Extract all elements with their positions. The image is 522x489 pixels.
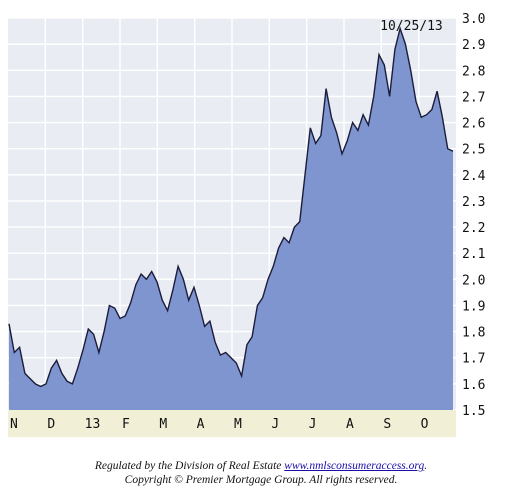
y-tick-label: 2.7: [462, 90, 485, 105]
area-fill: [9, 28, 453, 410]
y-tick-label: 2.4: [462, 169, 486, 184]
y-tick-label: 2.8: [462, 64, 485, 79]
copyright-notice: Copyright © Premier Mortgage Group. All …: [124, 474, 398, 486]
y-tick-label: 2.1: [462, 247, 485, 262]
regulatory-text: Regulated by the Division of Real Estate: [94, 460, 285, 472]
x-tick-label: D: [47, 417, 55, 432]
y-tick-label: 2.6: [462, 117, 485, 132]
series-line: [8, 26, 454, 388]
y-tick-label: 2.5: [462, 143, 485, 158]
regulatory-period: .: [424, 460, 428, 472]
x-tick-label: A: [197, 417, 205, 432]
x-tick-label: J: [309, 417, 317, 432]
x-tick-label: N: [10, 417, 18, 432]
x-tick-label: S: [383, 417, 391, 432]
x-axis: N D 13 F M A M J J A S O: [10, 417, 429, 432]
y-tick-label: 1.7: [462, 352, 485, 367]
nmls-link[interactable]: www.nmlsconsumeraccess.org: [284, 460, 425, 472]
y-tick-label: 3.0: [462, 12, 485, 27]
x-tick-label: O: [421, 417, 429, 432]
x-tick-label: M: [234, 417, 242, 432]
regulatory-notice: Regulated by the Division of Real Estate…: [0, 460, 522, 472]
y-tick-label: 2.0: [462, 273, 485, 288]
y-tick-label: 2.2: [462, 221, 485, 236]
x-tick-label: A: [346, 417, 354, 432]
y-tick-label: 1.8: [462, 326, 485, 341]
y-tick-label: 2.3: [462, 195, 485, 210]
date-annotation: 10/25/13: [380, 19, 443, 34]
x-tick-label: F: [122, 417, 130, 432]
x-tick-label: 13: [85, 417, 101, 432]
y-tick-label: 1.6: [462, 378, 485, 393]
y-tick-label: 2.9: [462, 38, 485, 53]
x-tick-label: J: [271, 417, 279, 432]
y-axis: 3.0 2.9 2.8 2.7 2.6 2.5 2.4 2.3 2.2 2.1 2.0 1.9 1.8 1…: [462, 12, 486, 419]
x-axis-band: [8, 410, 456, 437]
y-tick-label: 1.9: [462, 299, 485, 314]
y-tick-label: 1.5: [462, 404, 485, 419]
x-tick-label: M: [159, 417, 167, 432]
